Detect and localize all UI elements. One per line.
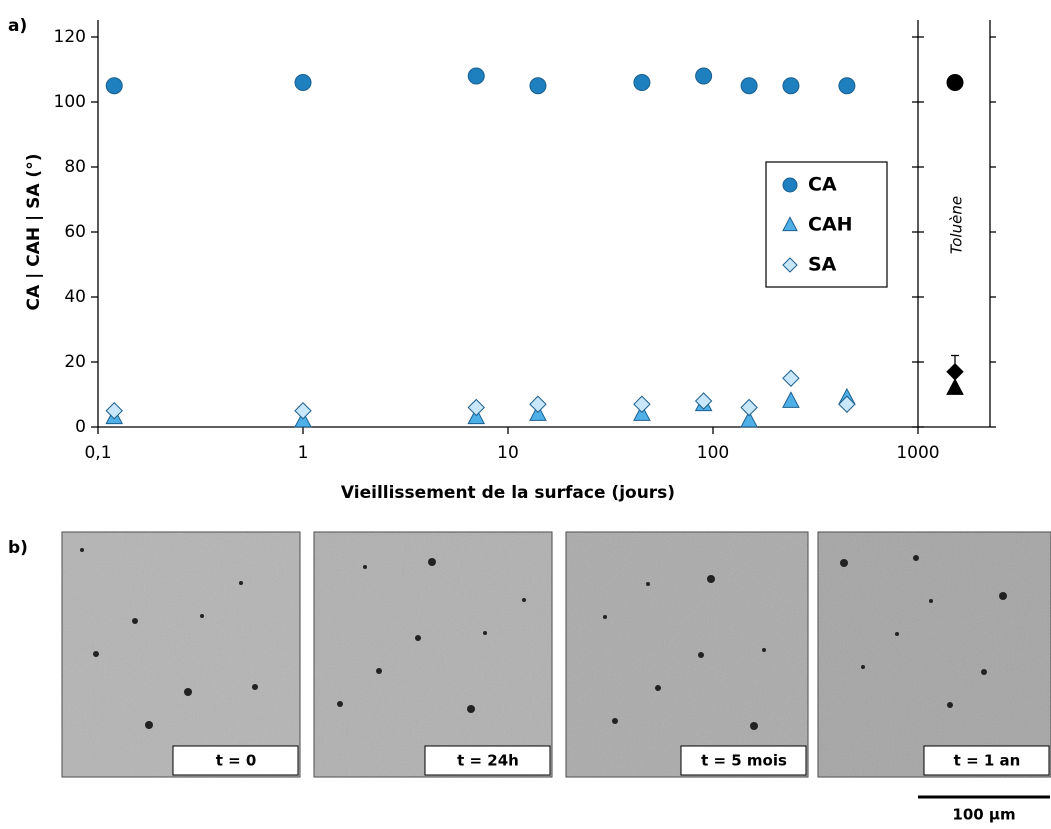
marker-circle bbox=[695, 67, 713, 85]
marker-triangle bbox=[782, 391, 800, 408]
y-tick-label: 80 bbox=[64, 157, 86, 177]
x-tick-label: 100 bbox=[697, 443, 729, 463]
marker-diamond bbox=[782, 369, 800, 387]
marker-diamond bbox=[740, 398, 758, 417]
marker-diamond bbox=[946, 363, 964, 381]
micrograph-defect bbox=[762, 648, 766, 652]
micrograph-texture bbox=[62, 532, 300, 777]
legend-label: CAH bbox=[808, 214, 853, 236]
y-tick-label: 120 bbox=[54, 27, 86, 47]
legend-label: CA bbox=[808, 174, 837, 196]
micrograph-defect bbox=[252, 684, 258, 690]
micrograph-texture bbox=[566, 532, 808, 777]
y-tick-label: 20 bbox=[64, 352, 86, 372]
micrograph-defect bbox=[913, 555, 919, 561]
y-tick-label: 0 bbox=[75, 417, 86, 437]
panel-label: a) bbox=[8, 16, 27, 36]
micrograph-defect bbox=[467, 705, 475, 713]
x-tick-label: 10 bbox=[497, 443, 519, 463]
image-label: t = 24h bbox=[457, 752, 519, 770]
micrograph-texture bbox=[818, 532, 1051, 777]
micrograph-defect bbox=[895, 632, 899, 636]
micrograph-defect bbox=[603, 615, 607, 619]
legend-marker bbox=[782, 216, 798, 232]
micrograph-defect bbox=[363, 565, 367, 569]
image-label: t = 5 mois bbox=[701, 752, 787, 770]
x-axis-label: Vieillissement de la surface (jours) bbox=[341, 483, 675, 503]
micrograph-defect bbox=[80, 548, 84, 552]
scale-bar-label: 100 µm bbox=[952, 806, 1015, 824]
marker-circle bbox=[782, 77, 800, 95]
micrograph-defect bbox=[145, 721, 153, 729]
marker-circle bbox=[467, 67, 485, 85]
y-tick-label: 100 bbox=[54, 92, 86, 112]
marker-circle bbox=[838, 77, 856, 95]
micrograph-defect bbox=[999, 592, 1007, 600]
micrograph-defect bbox=[132, 618, 138, 624]
marker-circle bbox=[294, 74, 312, 91]
micrograph-defect bbox=[861, 665, 865, 669]
micrograph-defect bbox=[483, 631, 487, 635]
marker-diamond bbox=[294, 402, 312, 420]
micrograph-defect bbox=[428, 558, 436, 566]
image-label-box bbox=[172, 745, 299, 776]
micrograph-defect bbox=[929, 599, 933, 603]
marker-diamond bbox=[633, 395, 651, 413]
marker-diamond bbox=[467, 398, 485, 417]
micrograph-defect bbox=[415, 635, 421, 641]
legend-marker bbox=[782, 257, 798, 273]
marker-circle bbox=[633, 74, 651, 91]
x-tick-label: 1000 bbox=[896, 443, 939, 463]
micrograph-defect bbox=[184, 688, 192, 696]
marker-circle bbox=[946, 74, 964, 91]
marker-triangle bbox=[740, 410, 758, 428]
marker-circle bbox=[105, 77, 123, 95]
micrograph-defect bbox=[840, 559, 848, 567]
micrograph-defect bbox=[707, 575, 715, 583]
y-tick-label: 60 bbox=[64, 222, 86, 242]
micrograph-defect bbox=[698, 652, 704, 658]
micrograph-defect bbox=[337, 701, 343, 707]
marker-diamond bbox=[529, 395, 547, 413]
y-axis-label: CA | CAH | SA (°) bbox=[24, 154, 44, 311]
micrograph-texture bbox=[314, 532, 552, 777]
panel-label: b) bbox=[8, 538, 28, 558]
x-tick-label: 1 bbox=[298, 443, 309, 463]
micrograph-defect bbox=[612, 718, 618, 724]
marker-diamond bbox=[694, 392, 713, 410]
micrograph-defect bbox=[750, 722, 758, 730]
micrograph-defect bbox=[947, 702, 953, 708]
image-label-box bbox=[424, 745, 551, 776]
legend-label: SA bbox=[808, 254, 837, 276]
x-tick-label: 0,1 bbox=[84, 443, 111, 463]
image-label: t = 0 bbox=[216, 752, 257, 770]
y-tick-label: 40 bbox=[64, 287, 86, 307]
image-label-box bbox=[923, 745, 1050, 776]
marker-circle bbox=[740, 77, 758, 95]
marker-diamond bbox=[105, 402, 123, 420]
marker-diamond bbox=[838, 395, 856, 413]
micrograph-defect bbox=[239, 581, 243, 585]
legend-marker bbox=[782, 177, 798, 193]
micrograph-defect bbox=[655, 685, 661, 691]
micrograph-defect bbox=[646, 582, 650, 586]
micrograph-defect bbox=[93, 651, 99, 657]
marker-circle bbox=[529, 77, 547, 95]
reference-label: Toluène bbox=[948, 196, 966, 254]
image-label-box bbox=[680, 745, 807, 776]
micrograph-defect bbox=[981, 669, 987, 675]
micrograph-defect bbox=[376, 668, 382, 674]
image-label: t = 1 an bbox=[954, 752, 1021, 770]
micrographs: t = 0 t = 24h t = 5 mois t = 1 an bbox=[61, 531, 1051, 778]
micrograph-defect bbox=[522, 598, 526, 602]
micrograph-defect bbox=[200, 614, 204, 618]
axes bbox=[97, 20, 991, 428]
